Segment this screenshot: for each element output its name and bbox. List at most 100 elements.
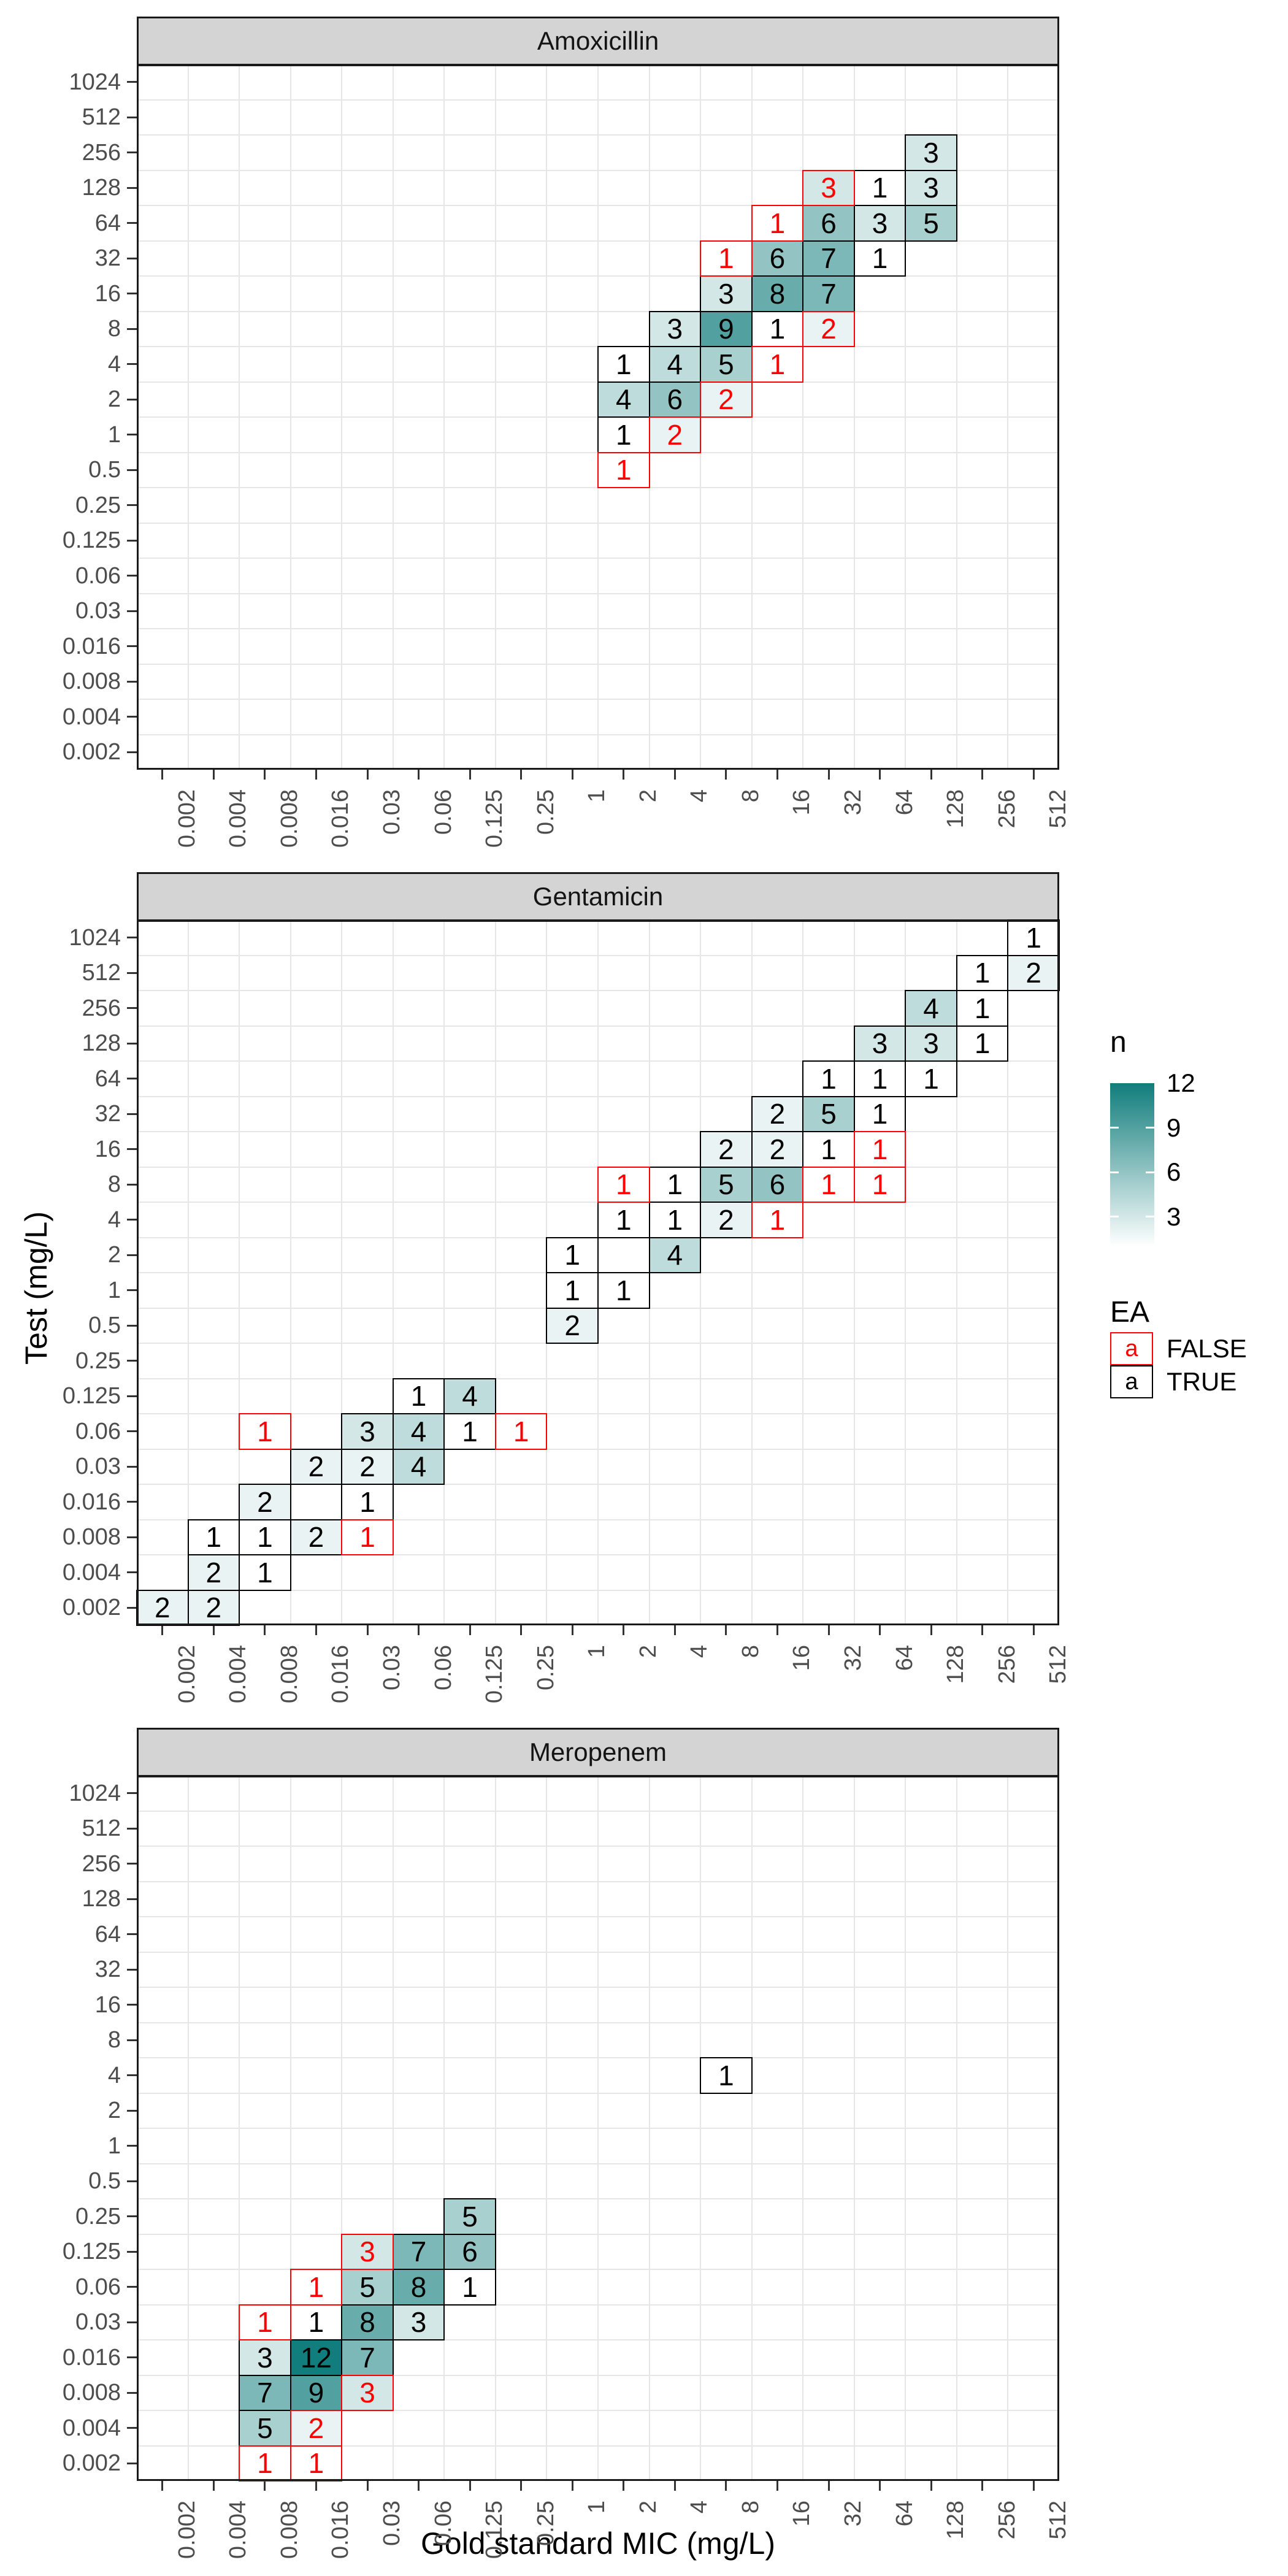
- y-tick-label: 0.03: [75, 1454, 121, 1480]
- x-tick-mark: [469, 770, 471, 780]
- tile-count: 2: [359, 1451, 375, 1483]
- tile-count: 1: [872, 1098, 888, 1130]
- tile-count: 4: [667, 1239, 683, 1271]
- y-tick-mark: [127, 1968, 137, 1971]
- legend-ea-label: FALSE: [1167, 1334, 1247, 1363]
- x-tick-mark: [827, 770, 830, 780]
- heatmap-tile: 1: [597, 416, 650, 453]
- gridline-horizontal: [137, 990, 1059, 991]
- heatmap-tile: 5: [443, 2198, 496, 2235]
- facet-strip-title: Meropenem: [529, 1738, 667, 1766]
- x-tick-mark: [571, 770, 573, 780]
- y-tick-label: 32: [94, 245, 121, 272]
- y-tick-mark: [127, 222, 137, 224]
- x-tick-mark: [623, 770, 625, 780]
- gridline-horizontal: [137, 663, 1059, 665]
- x-tick-label: 2: [635, 1645, 661, 1658]
- heatmap-tile: 1: [853, 1166, 907, 1203]
- x-tick-label: 2: [635, 2501, 661, 2514]
- tile-count: 4: [410, 1415, 427, 1447]
- x-tick-label: 16: [789, 789, 815, 816]
- y-tick-mark: [127, 1360, 137, 1362]
- y-tick-label: 1: [107, 421, 121, 448]
- x-tick-label: 4: [686, 1645, 713, 1658]
- gridline-horizontal: [137, 1589, 1059, 1591]
- tile-count: 1: [615, 1168, 632, 1201]
- x-tick-mark: [879, 1625, 881, 1635]
- heatmap-tile: 6: [751, 240, 804, 277]
- heatmap-tile: 1: [802, 1166, 855, 1203]
- heatmap-tile: 3: [905, 169, 957, 206]
- y-tick-label: 0.004: [62, 1559, 121, 1585]
- tile-count: 1: [257, 1521, 273, 1554]
- gridline-horizontal: [137, 2445, 1059, 2447]
- tile-count: 1: [1025, 921, 1041, 954]
- heatmap-tile: 2: [341, 1448, 394, 1485]
- x-tick-mark: [673, 770, 676, 780]
- y-tick-mark: [127, 1324, 137, 1327]
- x-tick-label: 1: [584, 2501, 610, 2514]
- y-tick-label: 0.06: [75, 562, 121, 589]
- gridline-horizontal: [137, 1060, 1059, 1062]
- tile-count: 9: [308, 2377, 324, 2409]
- x-tick-label: 1: [584, 1645, 610, 1658]
- tile-count: 6: [462, 2236, 478, 2268]
- tile-count: 7: [359, 2341, 375, 2374]
- x-tick-label: 0.004: [225, 789, 251, 848]
- x-tick-label: 0.004: [225, 1645, 251, 1704]
- x-tick-label: 4: [686, 789, 713, 803]
- gridline-horizontal: [137, 2128, 1059, 2129]
- x-tick-label: 8: [737, 1645, 764, 1658]
- heatmap-tile: 2: [751, 1131, 804, 1168]
- x-tick-label: 0.06: [430, 2501, 456, 2546]
- tile-count: 2: [718, 1203, 734, 1236]
- tile-count: 5: [821, 1098, 837, 1130]
- heatmap-tile: 3: [905, 134, 957, 171]
- legend-n-tick-mark-right: [1146, 1127, 1154, 1129]
- heatmap-tile: 6: [751, 1166, 804, 1203]
- legend-ea-title: EA: [1110, 1296, 1150, 1328]
- heatmap-tile: 1: [853, 169, 907, 206]
- heatmap-tile: 3: [700, 275, 753, 312]
- tile-count: 2: [257, 1485, 273, 1518]
- y-tick-mark: [127, 2180, 137, 2182]
- y-tick-mark: [127, 116, 137, 118]
- x-tick-label: 256: [994, 1645, 1020, 1684]
- y-tick-mark: [127, 81, 137, 83]
- tile-count: 1: [821, 1133, 837, 1165]
- tile-count: 3: [410, 2306, 427, 2339]
- tile-count: 5: [718, 1168, 734, 1201]
- y-tick-mark: [127, 1148, 137, 1151]
- legend-n-tick-mark-left: [1110, 1127, 1119, 1129]
- y-tick-label: 0.5: [88, 457, 121, 483]
- x-tick-mark: [315, 770, 317, 780]
- y-tick-mark: [127, 328, 137, 330]
- tile-count: 1: [821, 1062, 837, 1095]
- tile-count: 1: [615, 1274, 632, 1306]
- y-tick-label: 0.06: [75, 1418, 121, 1444]
- heatmap-tile: 1: [546, 1236, 599, 1273]
- heatmap-tile: 1: [239, 1519, 291, 1555]
- heatmap-tile: 4: [648, 346, 702, 383]
- heatmap-tile: 1: [956, 1025, 1009, 1062]
- y-tick-label: 0.016: [62, 633, 121, 659]
- tile-count: 1: [821, 1168, 837, 1201]
- gridline-horizontal: [137, 1951, 1059, 1953]
- heatmap-tile: 6: [648, 381, 702, 418]
- legend-ea-label: TRUE: [1167, 1367, 1237, 1396]
- y-tick-label: 64: [94, 1921, 121, 1947]
- tile-count: 3: [872, 207, 888, 239]
- heatmap-tile: 2: [136, 1589, 189, 1626]
- facet-strip-title: Gentamicin: [532, 882, 664, 911]
- y-tick-mark: [127, 972, 137, 974]
- heatmap-tile: 4: [597, 381, 650, 418]
- x-tick-mark: [623, 2481, 625, 2491]
- tile-count: 2: [154, 1592, 171, 1624]
- heatmap-tile: 2: [546, 1307, 599, 1344]
- y-tick-mark: [127, 2321, 137, 2323]
- heatmap-tile: 1: [443, 1413, 496, 1450]
- tile-count: 1: [769, 207, 786, 239]
- x-tick-mark: [212, 2481, 215, 2491]
- y-tick-mark: [127, 2039, 137, 2041]
- tile-count: 1: [205, 1521, 222, 1554]
